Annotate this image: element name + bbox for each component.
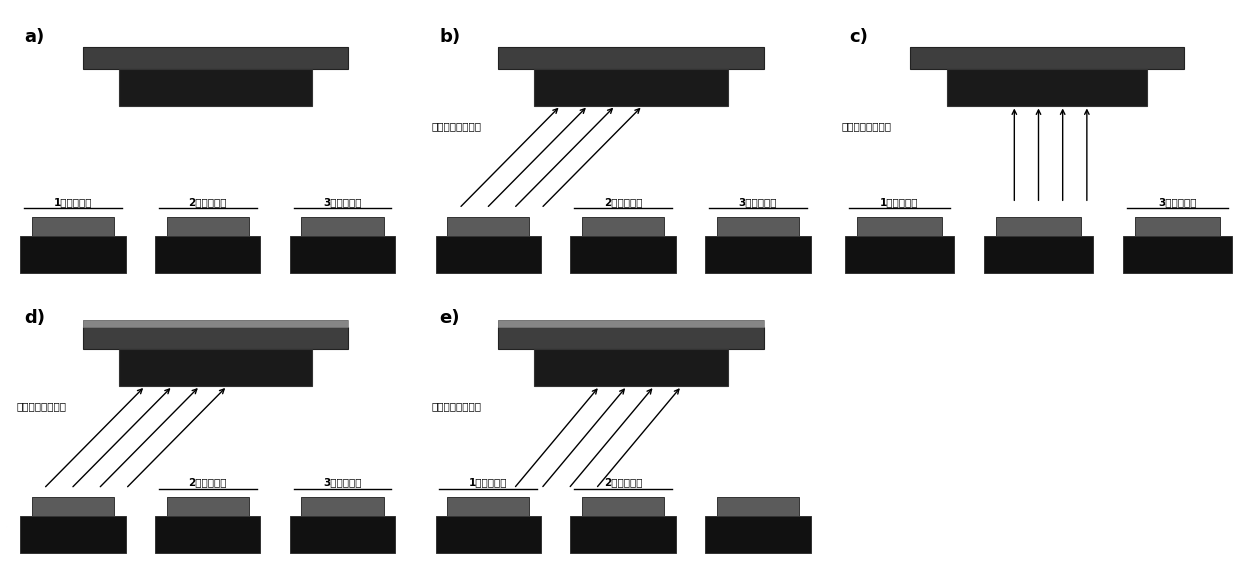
Bar — [32, 217, 114, 236]
Bar — [534, 349, 728, 386]
Text: 2号金属挡板: 2号金属挡板 — [188, 197, 227, 207]
Text: 1号金属挡板: 1号金属挡板 — [880, 197, 919, 207]
Bar — [83, 47, 348, 68]
Bar — [83, 327, 348, 349]
Bar — [1135, 217, 1220, 236]
Bar — [301, 498, 383, 516]
Bar — [119, 349, 312, 386]
Bar — [155, 516, 260, 553]
Text: 3号金属挡板: 3号金属挡板 — [739, 197, 777, 207]
Bar — [32, 498, 114, 516]
Bar — [582, 217, 665, 236]
Text: d): d) — [24, 309, 45, 327]
Bar — [534, 68, 728, 106]
Text: 2号金属挡板: 2号金属挡板 — [604, 477, 642, 488]
Bar — [717, 217, 799, 236]
Text: 3号金属挡板: 3号金属挡板 — [324, 197, 362, 207]
Bar — [448, 217, 529, 236]
Bar — [119, 68, 312, 106]
Bar — [166, 217, 249, 236]
Bar — [448, 498, 529, 516]
Bar — [946, 68, 1147, 106]
Text: 溅射出的靶材物质: 溅射出的靶材物质 — [841, 121, 892, 131]
Bar — [32, 498, 114, 516]
Bar — [448, 217, 529, 236]
Bar — [83, 47, 348, 68]
Bar — [582, 498, 665, 516]
Text: 溅射出的靶材物质: 溅射出的靶材物质 — [432, 121, 481, 131]
Bar — [166, 498, 249, 516]
Bar — [498, 320, 764, 327]
Bar — [996, 217, 1081, 236]
Text: c): c) — [849, 29, 868, 47]
Text: 3号金属挡板: 3号金属挡板 — [1158, 197, 1197, 207]
Text: e): e) — [439, 309, 460, 327]
Text: 2号金属挡板: 2号金属挡板 — [188, 477, 227, 488]
Bar — [1123, 236, 1233, 273]
Bar — [706, 516, 811, 553]
Bar — [706, 236, 811, 273]
Text: 3号金属挡板: 3号金属挡板 — [324, 477, 362, 488]
Bar — [155, 236, 260, 273]
Bar — [166, 217, 249, 236]
Bar — [1135, 217, 1220, 236]
Bar — [857, 217, 942, 236]
Bar — [909, 47, 1183, 68]
Bar — [498, 320, 764, 327]
Bar — [83, 320, 348, 327]
Text: b): b) — [439, 29, 460, 47]
Text: 溅射出的靶材物质: 溅射出的靶材物质 — [432, 401, 481, 412]
Bar — [582, 217, 665, 236]
Bar — [448, 498, 529, 516]
Bar — [301, 217, 383, 236]
Bar — [435, 516, 541, 553]
Bar — [498, 327, 764, 349]
Text: 1号金属挡板: 1号金属挡板 — [53, 197, 92, 207]
Text: 2号金属挡板: 2号金属挡板 — [604, 197, 642, 207]
Bar — [909, 47, 1183, 68]
Bar — [166, 498, 249, 516]
Bar — [582, 498, 665, 516]
Bar — [717, 217, 799, 236]
Bar — [301, 498, 383, 516]
Bar — [570, 236, 676, 273]
Bar — [301, 217, 383, 236]
Bar — [290, 516, 396, 553]
Bar — [20, 236, 125, 273]
Bar — [290, 236, 396, 273]
Bar — [996, 217, 1081, 236]
Bar — [498, 327, 764, 349]
Bar — [20, 516, 125, 553]
Bar — [570, 516, 676, 553]
Bar — [846, 236, 954, 273]
Text: 溅射出的靶材物质: 溅射出的靶材物质 — [16, 401, 66, 412]
Bar — [32, 217, 114, 236]
Bar — [498, 47, 764, 68]
Bar — [717, 498, 799, 516]
Bar — [717, 498, 799, 516]
Bar — [857, 217, 942, 236]
Bar — [83, 320, 348, 327]
Bar — [985, 236, 1092, 273]
Bar — [83, 327, 348, 349]
Text: 1号金属挡板: 1号金属挡板 — [469, 477, 507, 488]
Text: a): a) — [24, 29, 45, 47]
Bar — [435, 236, 541, 273]
Bar — [498, 47, 764, 68]
